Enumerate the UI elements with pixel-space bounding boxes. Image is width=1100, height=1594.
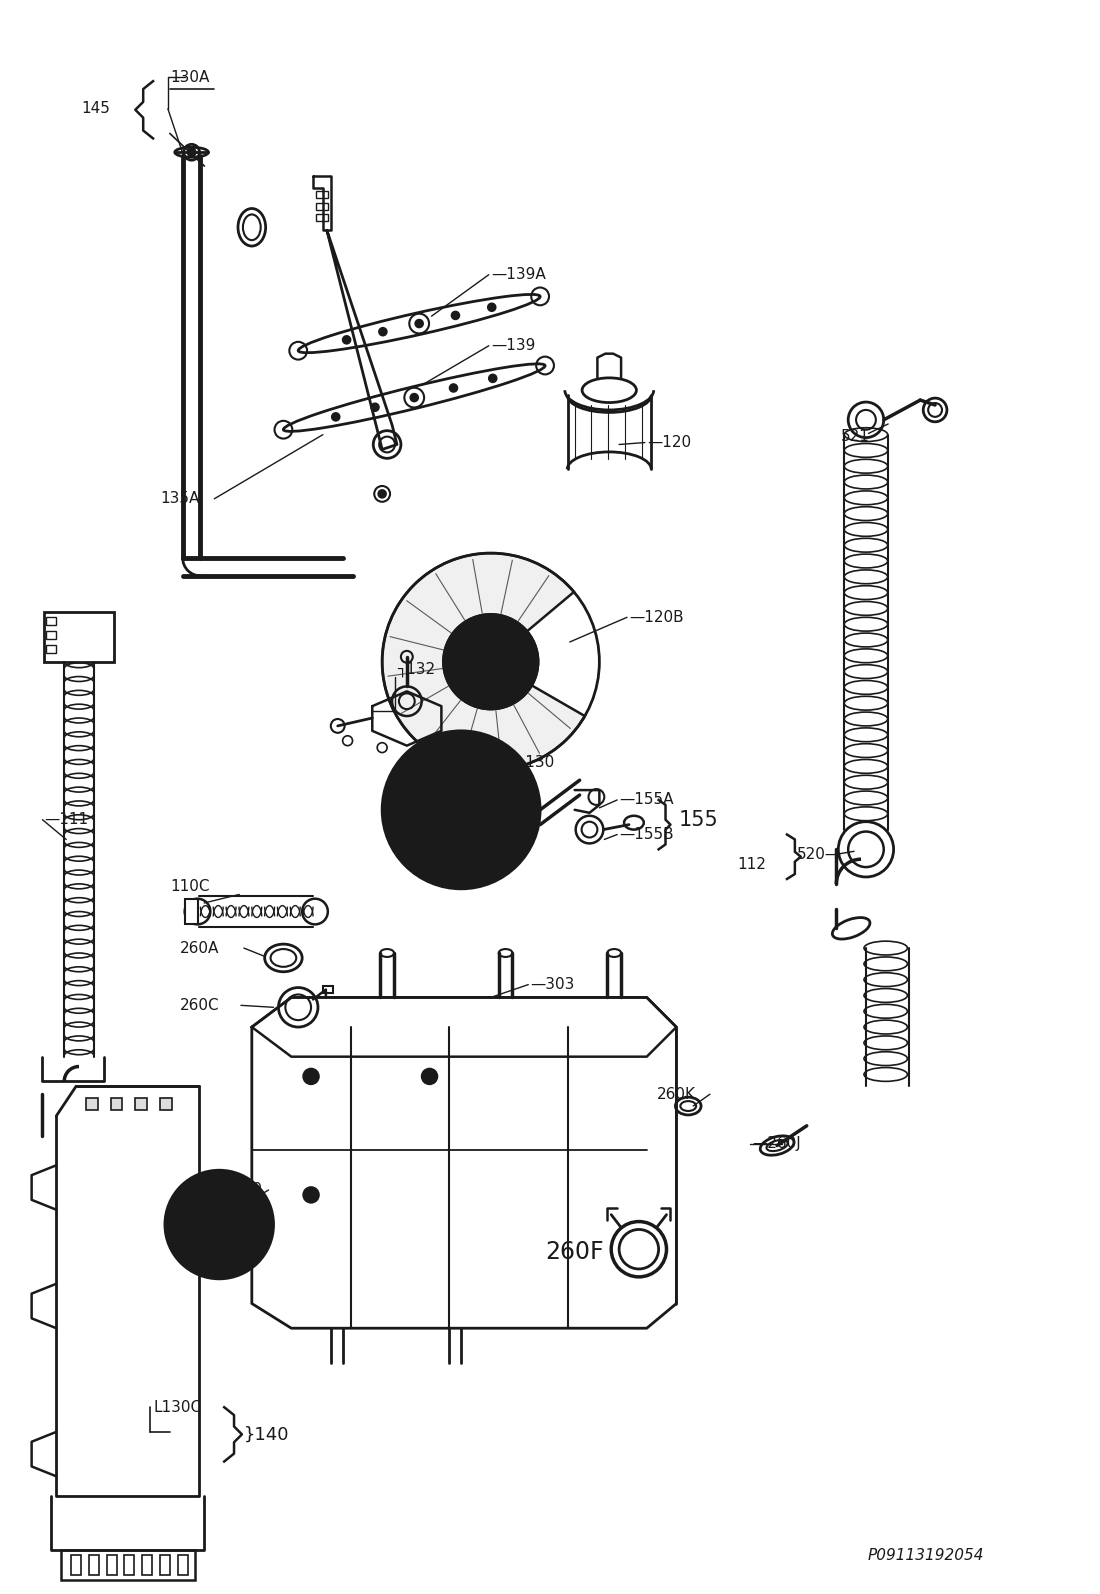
Circle shape — [378, 489, 386, 497]
Text: }140: }140 — [244, 1427, 289, 1444]
Circle shape — [410, 394, 418, 402]
Text: —111: —111 — [44, 813, 89, 827]
Circle shape — [304, 1068, 319, 1084]
Circle shape — [443, 614, 538, 709]
Text: 520—: 520— — [796, 846, 842, 862]
Bar — [62, 1551, 195, 1580]
Text: —139A: —139A — [491, 268, 546, 282]
Bar — [316, 215, 328, 222]
Wedge shape — [382, 553, 585, 770]
Text: —139: —139 — [491, 338, 535, 354]
Bar — [142, 1556, 152, 1575]
Circle shape — [451, 311, 460, 319]
Bar — [323, 985, 333, 993]
Text: —303: —303 — [530, 977, 574, 991]
Circle shape — [382, 730, 540, 889]
Ellipse shape — [298, 295, 540, 352]
Text: 155: 155 — [679, 810, 718, 830]
Text: 260A: 260A — [179, 940, 219, 955]
Text: —120: —120 — [647, 435, 691, 450]
Bar — [107, 1556, 117, 1575]
Circle shape — [332, 413, 340, 421]
Circle shape — [304, 1188, 319, 1203]
Bar — [86, 1098, 98, 1109]
Bar — [111, 1098, 122, 1109]
Bar — [160, 1098, 172, 1109]
Bar — [46, 617, 56, 625]
Bar — [316, 202, 328, 209]
Bar — [89, 1556, 99, 1575]
Bar — [72, 1556, 81, 1575]
Circle shape — [488, 375, 497, 383]
Text: 260F: 260F — [546, 1240, 604, 1264]
Bar — [316, 191, 328, 198]
Circle shape — [371, 403, 378, 411]
Circle shape — [406, 803, 418, 816]
Text: 260K: 260K — [657, 1087, 695, 1101]
Circle shape — [455, 853, 468, 866]
Circle shape — [378, 328, 387, 336]
Circle shape — [455, 754, 468, 767]
Text: 145: 145 — [81, 102, 110, 116]
Bar — [44, 612, 113, 662]
Circle shape — [165, 1170, 274, 1278]
Circle shape — [188, 148, 196, 156]
Text: P09113192054: P09113192054 — [868, 1548, 985, 1562]
Circle shape — [487, 303, 496, 311]
Bar — [46, 631, 56, 639]
Text: 135A: 135A — [160, 491, 199, 507]
Text: —120B: —120B — [629, 611, 683, 625]
Text: —155B: —155B — [619, 827, 673, 842]
Circle shape — [450, 384, 458, 392]
Bar — [135, 1098, 147, 1109]
Circle shape — [415, 320, 424, 327]
Text: 320: 320 — [234, 1183, 263, 1197]
Text: —130: —130 — [510, 756, 554, 770]
Text: 260C: 260C — [179, 998, 219, 1012]
Text: 110C: 110C — [169, 880, 209, 894]
Circle shape — [505, 803, 516, 816]
Bar — [160, 1556, 169, 1575]
Text: L130C: L130C — [153, 1400, 201, 1415]
Text: —155A: —155A — [619, 792, 673, 808]
Circle shape — [343, 336, 351, 344]
Circle shape — [427, 775, 496, 845]
Bar — [124, 1556, 134, 1575]
Bar — [46, 646, 56, 654]
Ellipse shape — [284, 363, 546, 432]
Text: 521: 521 — [842, 429, 870, 445]
Circle shape — [421, 1068, 438, 1084]
Bar — [185, 899, 198, 925]
Text: —260J: —260J — [752, 1137, 801, 1151]
Text: 130A: 130A — [169, 70, 209, 84]
Text: ┐132: ┐132 — [397, 662, 436, 677]
Bar — [178, 1556, 188, 1575]
Text: 112: 112 — [738, 856, 767, 872]
